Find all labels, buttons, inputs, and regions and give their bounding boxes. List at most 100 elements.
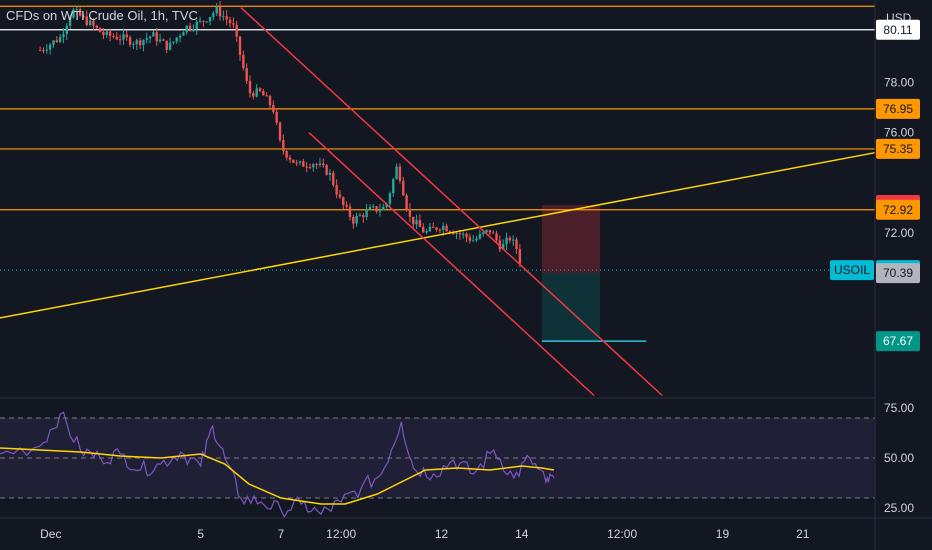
- candle-body: [518, 249, 522, 264]
- trendline-channel-upper[interactable]: [240, 6, 663, 397]
- candle-body: [162, 39, 165, 41]
- candle-body: [285, 150, 288, 158]
- candle-body: [178, 35, 182, 38]
- candle-body: [265, 95, 268, 97]
- candle-body: [185, 25, 188, 33]
- candle-body: [38, 50, 42, 52]
- position-stop-zone[interactable]: [541, 205, 601, 274]
- candle-body: [318, 163, 322, 166]
- candle-body: [202, 20, 205, 22]
- candle-body: [475, 238, 478, 241]
- candle-body: [192, 29, 195, 31]
- candle-body: [302, 161, 305, 167]
- rsi-line[interactable]: [0, 411, 555, 519]
- candle-body: [182, 32, 185, 36]
- candle-body: [228, 19, 232, 24]
- candle-body: [45, 49, 49, 51]
- candle-body: [278, 122, 282, 140]
- price-tick-label: 76.00: [884, 126, 914, 140]
- candle-body: [325, 165, 328, 175]
- price-badge-text: 76.95: [883, 102, 913, 116]
- candle-body: [238, 36, 242, 55]
- candle-body: [108, 31, 112, 36]
- chart-title: CFDs on WTI Crude Oil, 1h, TVC: [6, 8, 198, 23]
- candle-body: [68, 17, 72, 26]
- candle-body: [145, 38, 148, 40]
- candle-body: [375, 206, 378, 212]
- candle-body: [442, 225, 445, 230]
- candle-body: [392, 179, 395, 194]
- candle-body: [292, 159, 295, 163]
- candle-body: [245, 68, 248, 81]
- price-badge-text: 67.67: [883, 334, 913, 348]
- candle-body: [508, 237, 512, 241]
- candle-body: [342, 197, 345, 206]
- candle-body: [175, 37, 178, 42]
- candle-body: [135, 40, 138, 45]
- candle-body: [128, 37, 132, 45]
- candle-body: [505, 237, 508, 245]
- candle-body: [425, 231, 428, 233]
- price-badge-text: 72.92: [883, 203, 913, 217]
- candle-body: [482, 232, 485, 234]
- candle-body: [478, 233, 482, 239]
- candle-body: [511, 239, 515, 241]
- candle-body: [365, 209, 368, 218]
- candle-body: [305, 166, 308, 168]
- candle-body: [355, 216, 358, 224]
- candle-body: [332, 172, 335, 186]
- price-pane[interactable]: [0, 0, 876, 397]
- candle-body: [195, 21, 198, 30]
- candle-body: [458, 233, 462, 235]
- trendline-support[interactable]: [0, 151, 876, 319]
- rsi-pane[interactable]: [0, 411, 875, 519]
- candle-body: [98, 27, 102, 33]
- candle-body: [102, 32, 105, 36]
- candle-body: [312, 164, 315, 168]
- candle-body: [92, 20, 95, 26]
- candle-body: [408, 209, 412, 217]
- candle-body: [368, 206, 372, 210]
- candle-body: [398, 166, 402, 181]
- trendline-channel-lower[interactable]: [308, 132, 595, 397]
- candle-body: [78, 9, 82, 16]
- candle-body: [115, 36, 118, 40]
- candle-body: [168, 42, 172, 50]
- candle-body: [372, 206, 375, 208]
- candle-body: [388, 193, 392, 204]
- candle-body: [438, 229, 442, 231]
- candle-body: [295, 162, 298, 164]
- candle-body: [275, 111, 278, 123]
- candle-body: [188, 25, 192, 30]
- candle-body: [288, 157, 292, 160]
- candle-body: [322, 163, 325, 166]
- price-badge-text: 75.35: [883, 142, 913, 156]
- price-tick-label: 72.00: [884, 226, 914, 240]
- candle-body: [272, 104, 275, 112]
- candle-body: [48, 44, 52, 50]
- time-tick-label: 19: [716, 527, 730, 541]
- candle-body: [348, 206, 352, 217]
- rsi-ma-line[interactable]: [0, 447, 555, 505]
- candle-body: [215, 6, 218, 14]
- candle-body: [362, 215, 365, 218]
- candle-body: [455, 233, 458, 235]
- candle-body: [165, 40, 168, 50]
- candle-body: [242, 54, 245, 69]
- candle-body: [405, 195, 408, 210]
- price-badge-72.92: [876, 199, 920, 220]
- price-badge-text: 70.39: [883, 266, 913, 280]
- rsi-tick-label: 75.00: [884, 401, 914, 415]
- candle-body: [258, 88, 262, 92]
- candle-body: [472, 240, 475, 242]
- candle-body: [502, 244, 505, 250]
- candle-body: [462, 233, 465, 235]
- candle-body: [445, 225, 448, 232]
- candle-body: [152, 32, 155, 37]
- candle-body: [42, 50, 45, 52]
- rsi-tick-label: 25.00: [884, 501, 914, 515]
- candle-body: [448, 231, 452, 233]
